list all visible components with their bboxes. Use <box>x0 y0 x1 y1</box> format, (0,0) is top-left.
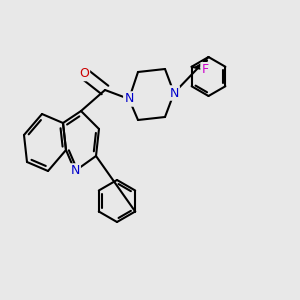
Text: N: N <box>169 86 179 100</box>
Text: N: N <box>124 92 134 106</box>
Text: F: F <box>202 63 209 76</box>
Text: O: O <box>79 67 89 80</box>
Text: N: N <box>70 164 80 178</box>
